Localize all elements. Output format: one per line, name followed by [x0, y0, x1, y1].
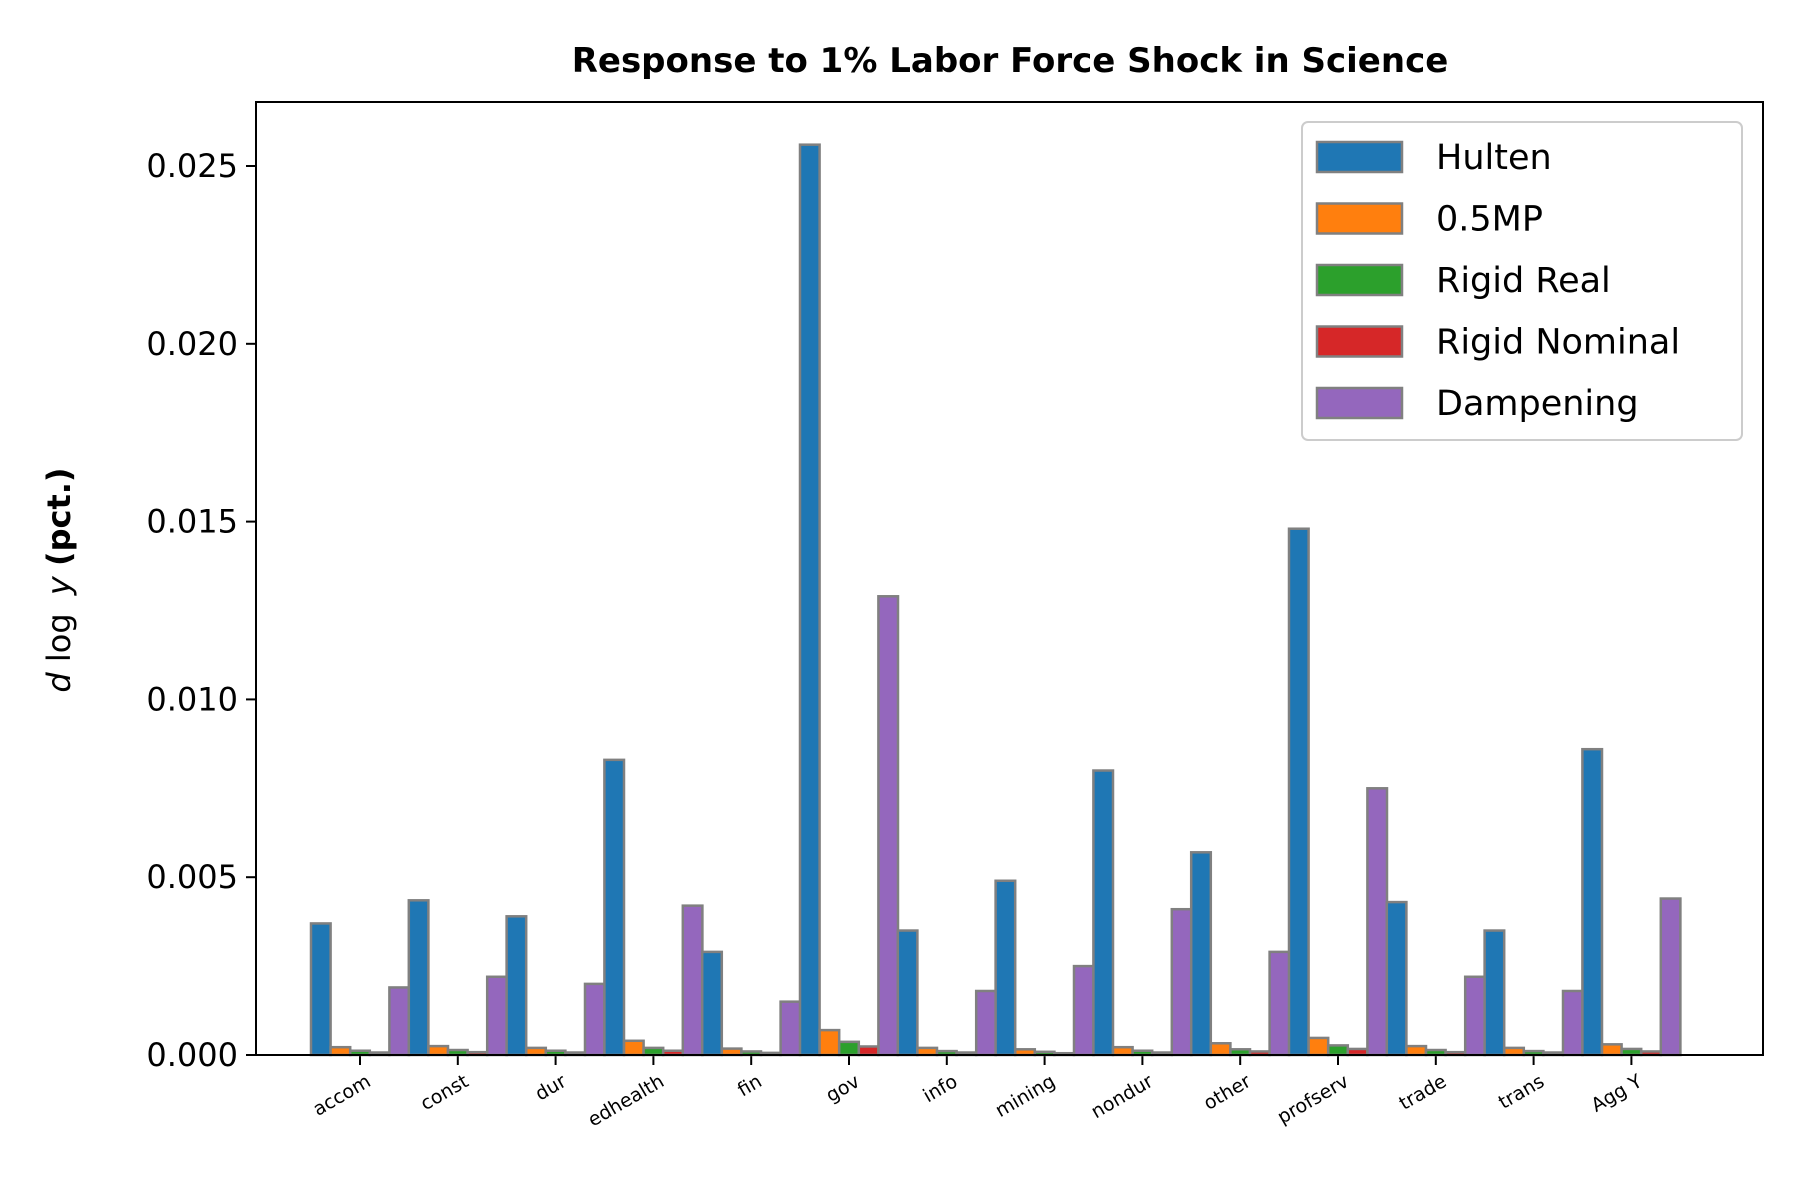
bar-hulten-trade	[1385, 900, 1408, 1057]
y-tick-label: 0.000	[146, 1036, 238, 1074]
bar-hulten-fin	[700, 950, 724, 1057]
y-axis-ticks: 0.000 0.005 0.010 0.015 0.020 0.025	[146, 147, 256, 1074]
bar-dampening-info	[974, 989, 998, 1057]
y-tick-label: 0.015	[146, 503, 238, 541]
y-axis-label-func: log	[40, 613, 78, 662]
legend-swatch	[1315, 386, 1404, 420]
y-tick-label: 0.020	[146, 325, 238, 363]
legend: Hulten 0.5MP Rigid Real Rigid Nominal Dampen…	[1301, 121, 1743, 441]
bar-dampening-agg-y	[1659, 897, 1682, 1057]
bar-dampening-accom	[388, 986, 411, 1057]
legend-label: 0.5MP	[1436, 200, 1543, 240]
bar-hulten-profserv	[1287, 527, 1310, 1057]
legend-swatch	[1315, 140, 1404, 174]
plot-frame	[255, 101, 1764, 1056]
bar-0-5mp-nondur	[1111, 1045, 1134, 1057]
bar-dampening-const	[485, 975, 509, 1057]
bar-dampening-dur	[583, 982, 606, 1057]
bar-hulten-info	[896, 929, 919, 1057]
bar-hulten-trans	[1483, 929, 1506, 1057]
bar-rigid-real-edhealth	[642, 1046, 665, 1057]
bar-0-5mp-info	[916, 1046, 939, 1057]
bar-hulten-agg-y	[1581, 747, 1604, 1057]
legend-label: Hulten	[1436, 138, 1552, 178]
bar-0-5mp-gov	[818, 1028, 841, 1057]
chart-title: Response to 1% Labor Force Shock in Scie…	[572, 41, 1449, 81]
bar-0-5mp-trans	[1502, 1046, 1526, 1057]
y-axis-label-var: y	[40, 575, 78, 596]
bar-hulten-edhealth	[603, 758, 626, 1057]
bar-0-5mp-trade	[1405, 1044, 1428, 1057]
bar-rigid-real-gov	[837, 1040, 861, 1057]
bar-0-5mp-agg-y	[1600, 1043, 1623, 1057]
bar-hulten-nondur	[1092, 769, 1115, 1057]
bar-0-5mp-edhealth	[622, 1039, 645, 1057]
bar-rigid-nominal-gov	[857, 1045, 880, 1057]
bar-hulten-accom	[309, 922, 332, 1057]
y-tick-label: 0.010	[146, 680, 238, 718]
bar-0-5mp-accom	[329, 1045, 352, 1057]
legend-label: Rigid Nominal	[1436, 323, 1680, 363]
bar-dampening-trans	[1561, 989, 1584, 1057]
bar-hulten-gov	[798, 143, 821, 1057]
bar-dampening-edhealth	[681, 904, 704, 1057]
svg-text:d log y: d log y (pct.)	[40, 467, 78, 692]
y-tick-label: 0.025	[146, 147, 238, 185]
y-axis-label: d log y (pct.)	[40, 467, 78, 692]
legend-swatch	[1315, 202, 1404, 235]
bar-hulten-const	[407, 899, 430, 1057]
bar-0-5mp-dur	[524, 1046, 548, 1057]
bar-dampening-gov	[877, 595, 900, 1057]
bar-0-5mp-const	[427, 1044, 450, 1057]
legend-label: Rigid Real	[1436, 261, 1611, 301]
legend-swatch	[1315, 325, 1404, 358]
bar-dampening-nondur	[1170, 907, 1193, 1057]
y-axis-label-suffix: (pct.)	[40, 467, 78, 566]
legend-swatch	[1315, 263, 1404, 297]
bar-dampening-profserv	[1366, 787, 1389, 1057]
bar-dampening-trade	[1463, 975, 1487, 1057]
legend-box	[1301, 121, 1743, 441]
bar-dampening-other	[1268, 950, 1291, 1057]
legend-label: Dampening	[1436, 384, 1639, 424]
bar-hulten-dur	[505, 915, 528, 1057]
bar-hulten-mining	[994, 879, 1017, 1057]
y-axis-label-prefix: d	[40, 672, 78, 693]
bar-0-5mp-other	[1209, 1042, 1232, 1057]
y-tick-label: 0.005	[146, 858, 238, 896]
bar-0-5mp-profserv	[1307, 1036, 1330, 1057]
bar-dampening-fin	[779, 1000, 802, 1057]
bar-dampening-mining	[1072, 964, 1095, 1057]
bar-hulten-other	[1189, 851, 1213, 1057]
bar-rigid-real-profserv	[1326, 1044, 1350, 1057]
